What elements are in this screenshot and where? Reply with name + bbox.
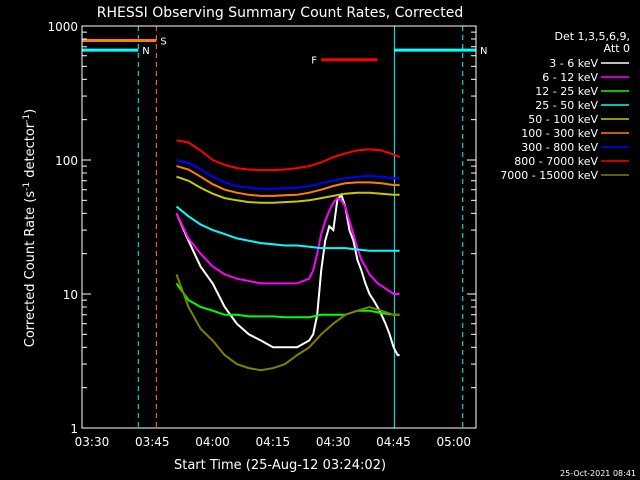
- series-line-2: [175, 282, 400, 319]
- x-tick-label: 05:00: [436, 435, 471, 449]
- legend-label: 7000 - 15000 keV: [500, 169, 598, 182]
- date-stamp: 25-Oct-2021 08:41: [560, 469, 636, 478]
- x-tick-label: 04:45: [376, 435, 411, 449]
- legend-label: 12 - 25 keV: [535, 85, 598, 98]
- y-tick-label: 1000: [47, 20, 78, 34]
- series-line-7: [176, 139, 401, 172]
- y-axis-label-sup-1: -1: [22, 182, 32, 191]
- legend-label: 50 - 100 keV: [528, 113, 598, 126]
- legend-header-detectors: Det 1,3,5,6,9,: [554, 30, 630, 43]
- y-axis-label-part-3: ): [23, 109, 38, 114]
- plot-frame: [81, 25, 477, 429]
- y-axis-label: Corrected Count Rate (s-1 detector-1): [22, 109, 38, 347]
- legend-label: 300 - 800 keV: [521, 141, 598, 154]
- axes: 1 10 100 1000 03:30 03:45 04:00 04:15 04:30 04:45…: [47, 20, 477, 449]
- x-axis-label: Start Time (25-Aug-12 03:24:02): [174, 458, 386, 473]
- y-axis-label-sup-2: -1: [22, 114, 32, 123]
- series-line-0: [175, 192, 400, 357]
- legend-header-attenuator: Att 0: [604, 42, 630, 55]
- x-tick-label: 03:45: [135, 435, 170, 449]
- series-line-3: [175, 205, 400, 252]
- plot-area: N NSF: [82, 26, 487, 428]
- x-tick-label: 04:30: [316, 435, 351, 449]
- legend-label: 800 - 7000 keV: [514, 155, 598, 168]
- x-tick-label: 04:15: [256, 435, 291, 449]
- y-tick-label: 100: [55, 154, 78, 168]
- series-line-5: [176, 165, 400, 197]
- marker-label-f: F: [311, 56, 317, 67]
- marker-label-n: N: [142, 46, 149, 57]
- x-tick-label: 04:00: [195, 435, 230, 449]
- series-line-1: [175, 196, 400, 295]
- legend-label: 6 - 12 keV: [542, 71, 598, 84]
- legend-label: 3 - 6 keV: [549, 57, 598, 70]
- series-line-6: [176, 159, 400, 190]
- x-tick-label: 03:30: [75, 435, 110, 449]
- marker-label-n: N: [480, 46, 487, 57]
- y-tick-label: 1: [70, 422, 78, 436]
- series-line-8: [175, 274, 400, 372]
- marker-label-s: S: [160, 36, 166, 47]
- y-axis-label-part-2: detector: [23, 122, 38, 182]
- y-axis-label-part-1: Corrected Count Rate (s: [23, 191, 38, 348]
- legend-label: 25 - 50 keV: [535, 99, 598, 112]
- y-tick-label: 10: [63, 288, 78, 302]
- chart-title: RHESSI Observing Summary Count Rates, Co…: [97, 5, 463, 21]
- legend-label: 100 - 300 keV: [521, 127, 598, 140]
- series-line-4: [176, 175, 400, 204]
